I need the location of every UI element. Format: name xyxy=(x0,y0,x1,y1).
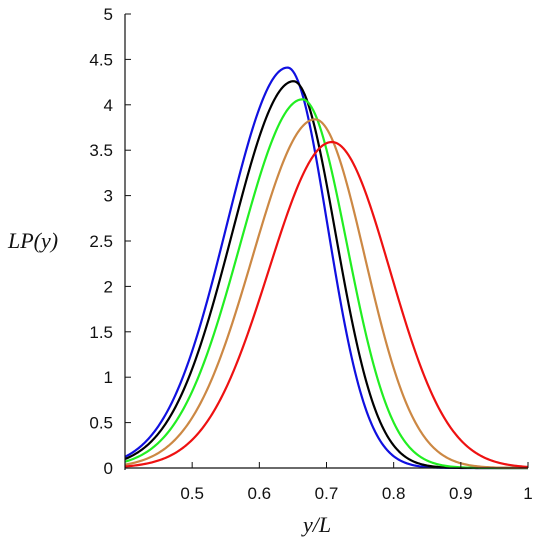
y-tick-label: 4.5 xyxy=(89,50,113,69)
series-layer xyxy=(124,66,529,470)
y-tick-label: 1.5 xyxy=(89,323,113,342)
y-tick-label: 2 xyxy=(104,277,113,296)
x-tick-label: 0.6 xyxy=(248,484,272,503)
x-tick-label: 1 xyxy=(523,484,532,503)
y-ticks: 0 0.5 1 1.5 2 2.5 3 3.5 4 4.5 5 xyxy=(89,5,131,478)
y-tick-label: 1 xyxy=(104,368,113,387)
series-line-3 xyxy=(124,98,528,470)
y-tick-label: 5 xyxy=(104,5,113,24)
x-axis-label: y/L xyxy=(301,512,331,537)
y-tick-label: 3.5 xyxy=(89,141,113,160)
x-ticks: 0.5 0.6 0.7 0.8 0.9 1 xyxy=(180,462,533,503)
y-axis-label: LP(y) xyxy=(7,228,58,253)
y-tick-label: 2.5 xyxy=(89,232,113,251)
x-tick-label: 0.5 xyxy=(180,484,204,503)
y-tick-label: 4 xyxy=(104,96,113,115)
series-line-2 xyxy=(124,80,528,470)
y-tick-label: 3 xyxy=(104,187,113,206)
x-tick-label: 0.9 xyxy=(449,484,473,503)
y-tick-label: 0 xyxy=(104,459,113,478)
series-line-5 xyxy=(124,140,529,469)
y-tick-label: 0.5 xyxy=(89,414,113,433)
series-line-4 xyxy=(124,118,528,470)
x-tick-label: 0.8 xyxy=(382,484,406,503)
x-tick-label: 0.7 xyxy=(315,484,339,503)
